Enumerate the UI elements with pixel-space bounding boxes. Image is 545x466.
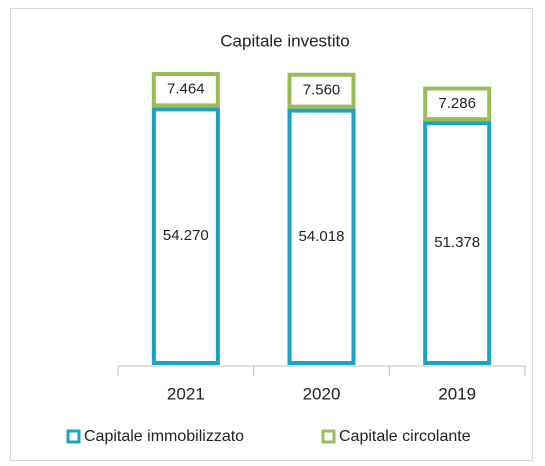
x-tick-label: 2019 [438,384,476,403]
value-label: 7.286 [438,95,476,112]
value-label: 54.270 [163,227,209,244]
legend-swatch [66,429,81,444]
bar-segment [423,86,492,122]
bar-segment [287,72,356,109]
legend-label: Capitale immobilizzato [84,428,244,445]
bar-segment [287,108,356,365]
bar-segment [151,72,220,108]
x-tick-label: 2020 [303,384,341,403]
value-label: 54.018 [299,228,345,245]
value-label: 7.464 [167,81,205,98]
x-tick-label: 2021 [167,384,205,403]
value-label: 51.378 [434,234,480,251]
chart-title: Capitale investito [220,31,349,50]
value-label: 7.560 [303,82,341,99]
legend-label: Capitale circolante [339,428,471,445]
bar-segment [423,121,492,366]
legend-swatch [321,429,336,444]
bar-segment [151,107,220,366]
